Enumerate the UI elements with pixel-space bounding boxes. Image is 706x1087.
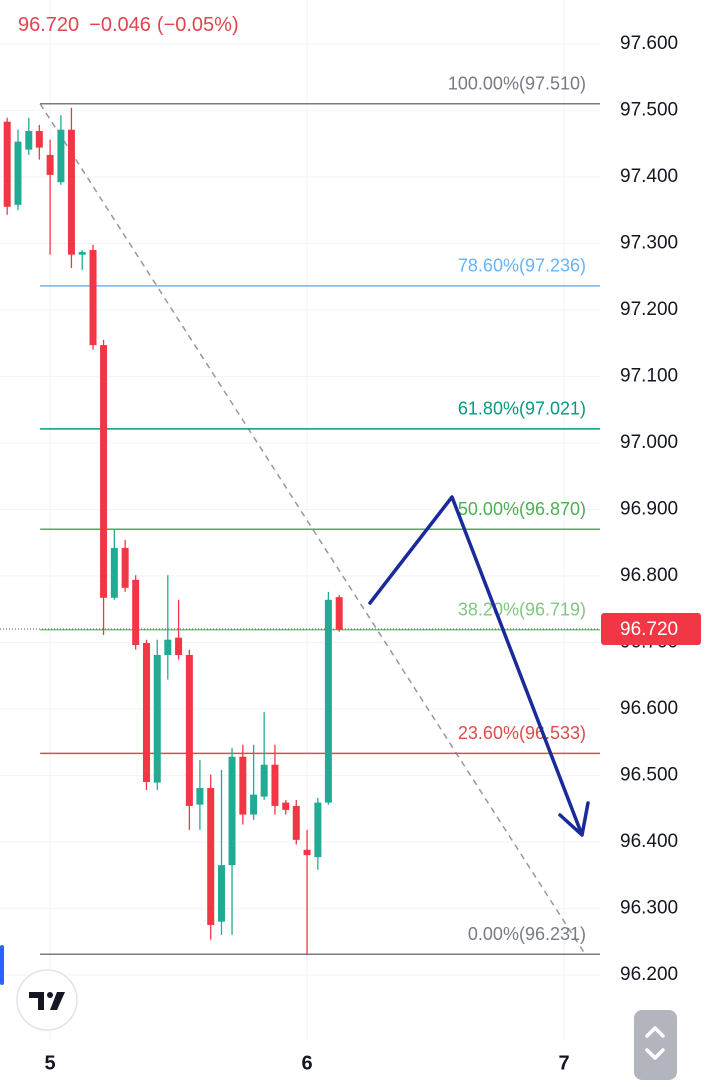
candle-body [100,345,108,598]
candle-body [207,787,215,925]
candle-body [67,129,75,255]
candle-body [175,637,183,655]
y-tick-label: 96.400 [620,831,678,852]
edge-tab[interactable] [0,945,4,985]
y-tick-label: 96.600 [620,698,678,719]
candle-body [142,643,150,782]
candle-body [335,597,343,630]
candle-body [217,865,225,922]
candle-body [3,121,11,207]
candle-body [121,547,129,588]
drawn-arrow [368,495,590,837]
header: 96.720 −0.046 (−0.05%) [18,14,239,36]
candles [3,107,343,955]
y-tick-label: 96.300 [620,897,678,918]
y-tick-label: 96.800 [620,565,678,586]
candle-body [46,154,54,175]
candle-body [239,756,247,815]
fib-level-label: 23.60%(96.533) [458,723,586,743]
tradingview-logo [16,969,78,1031]
fib-level-label: 61.80%(97.021) [458,399,586,419]
x-tick-label: 6 [302,1052,313,1074]
candle-body [35,130,43,148]
header-change-pct: (−0.05%) [157,14,239,36]
candle-body [303,849,311,856]
y-tick-label: 97.000 [620,432,678,453]
candle-body [185,654,193,806]
fib-level-label: 78.60%(97.236) [458,256,586,276]
candle-body [164,639,172,655]
y-tick-label: 97.200 [620,299,678,320]
candle-body [250,794,258,815]
x-tick-label: 7 [558,1052,569,1074]
y-tick-label: 96.500 [620,764,678,785]
fib-trend-line [39,103,586,955]
header-price: 96.720 [18,14,79,36]
candle-body [260,764,268,797]
candle-body [153,654,161,783]
candle-body [110,547,118,598]
candle-body [271,764,279,806]
scroll-button[interactable] [634,1010,677,1080]
candle-body [314,802,322,858]
candle-body [25,130,33,150]
y-tick-label: 97.300 [620,232,678,253]
axes: 97.600 97.500 97.400 97.300 97.200 97.100 97.0… [45,33,701,1074]
candle-body [78,252,86,255]
x-tick-label: 5 [45,1052,56,1074]
candle-body [282,802,290,810]
y-tick-label: 97.400 [620,166,678,187]
fib-level-label: 38.20%(96.719) [458,599,586,619]
grid [0,0,600,1040]
candle-body [228,756,236,866]
last-price-label: 96.720 [620,619,678,640]
y-tick-label: 97.600 [620,33,678,54]
candle-body [14,141,22,205]
fib-level-label: 0.00%(96.231) [468,924,586,944]
y-tick-label: 97.100 [620,365,678,386]
y-tick-label: 96.200 [620,964,678,985]
candle-body [89,250,97,346]
y-tick-label: 97.500 [620,99,678,120]
candle-body [292,805,300,840]
last-price-box [601,613,701,646]
fib-retracement: 100.00%(97.510) 78.60%(97.236) 61.80%(97.0… [0,73,600,955]
candle-body [132,579,140,646]
y-tick-label: 96.900 [620,498,678,519]
fib-level-label: 100.00%(97.510) [448,73,586,93]
header-change: −0.046 [89,14,151,36]
candle-body [324,599,332,803]
candle-body [57,129,65,183]
fib-level-label: 50.00%(96.870) [458,499,586,519]
candle-body [196,787,204,805]
